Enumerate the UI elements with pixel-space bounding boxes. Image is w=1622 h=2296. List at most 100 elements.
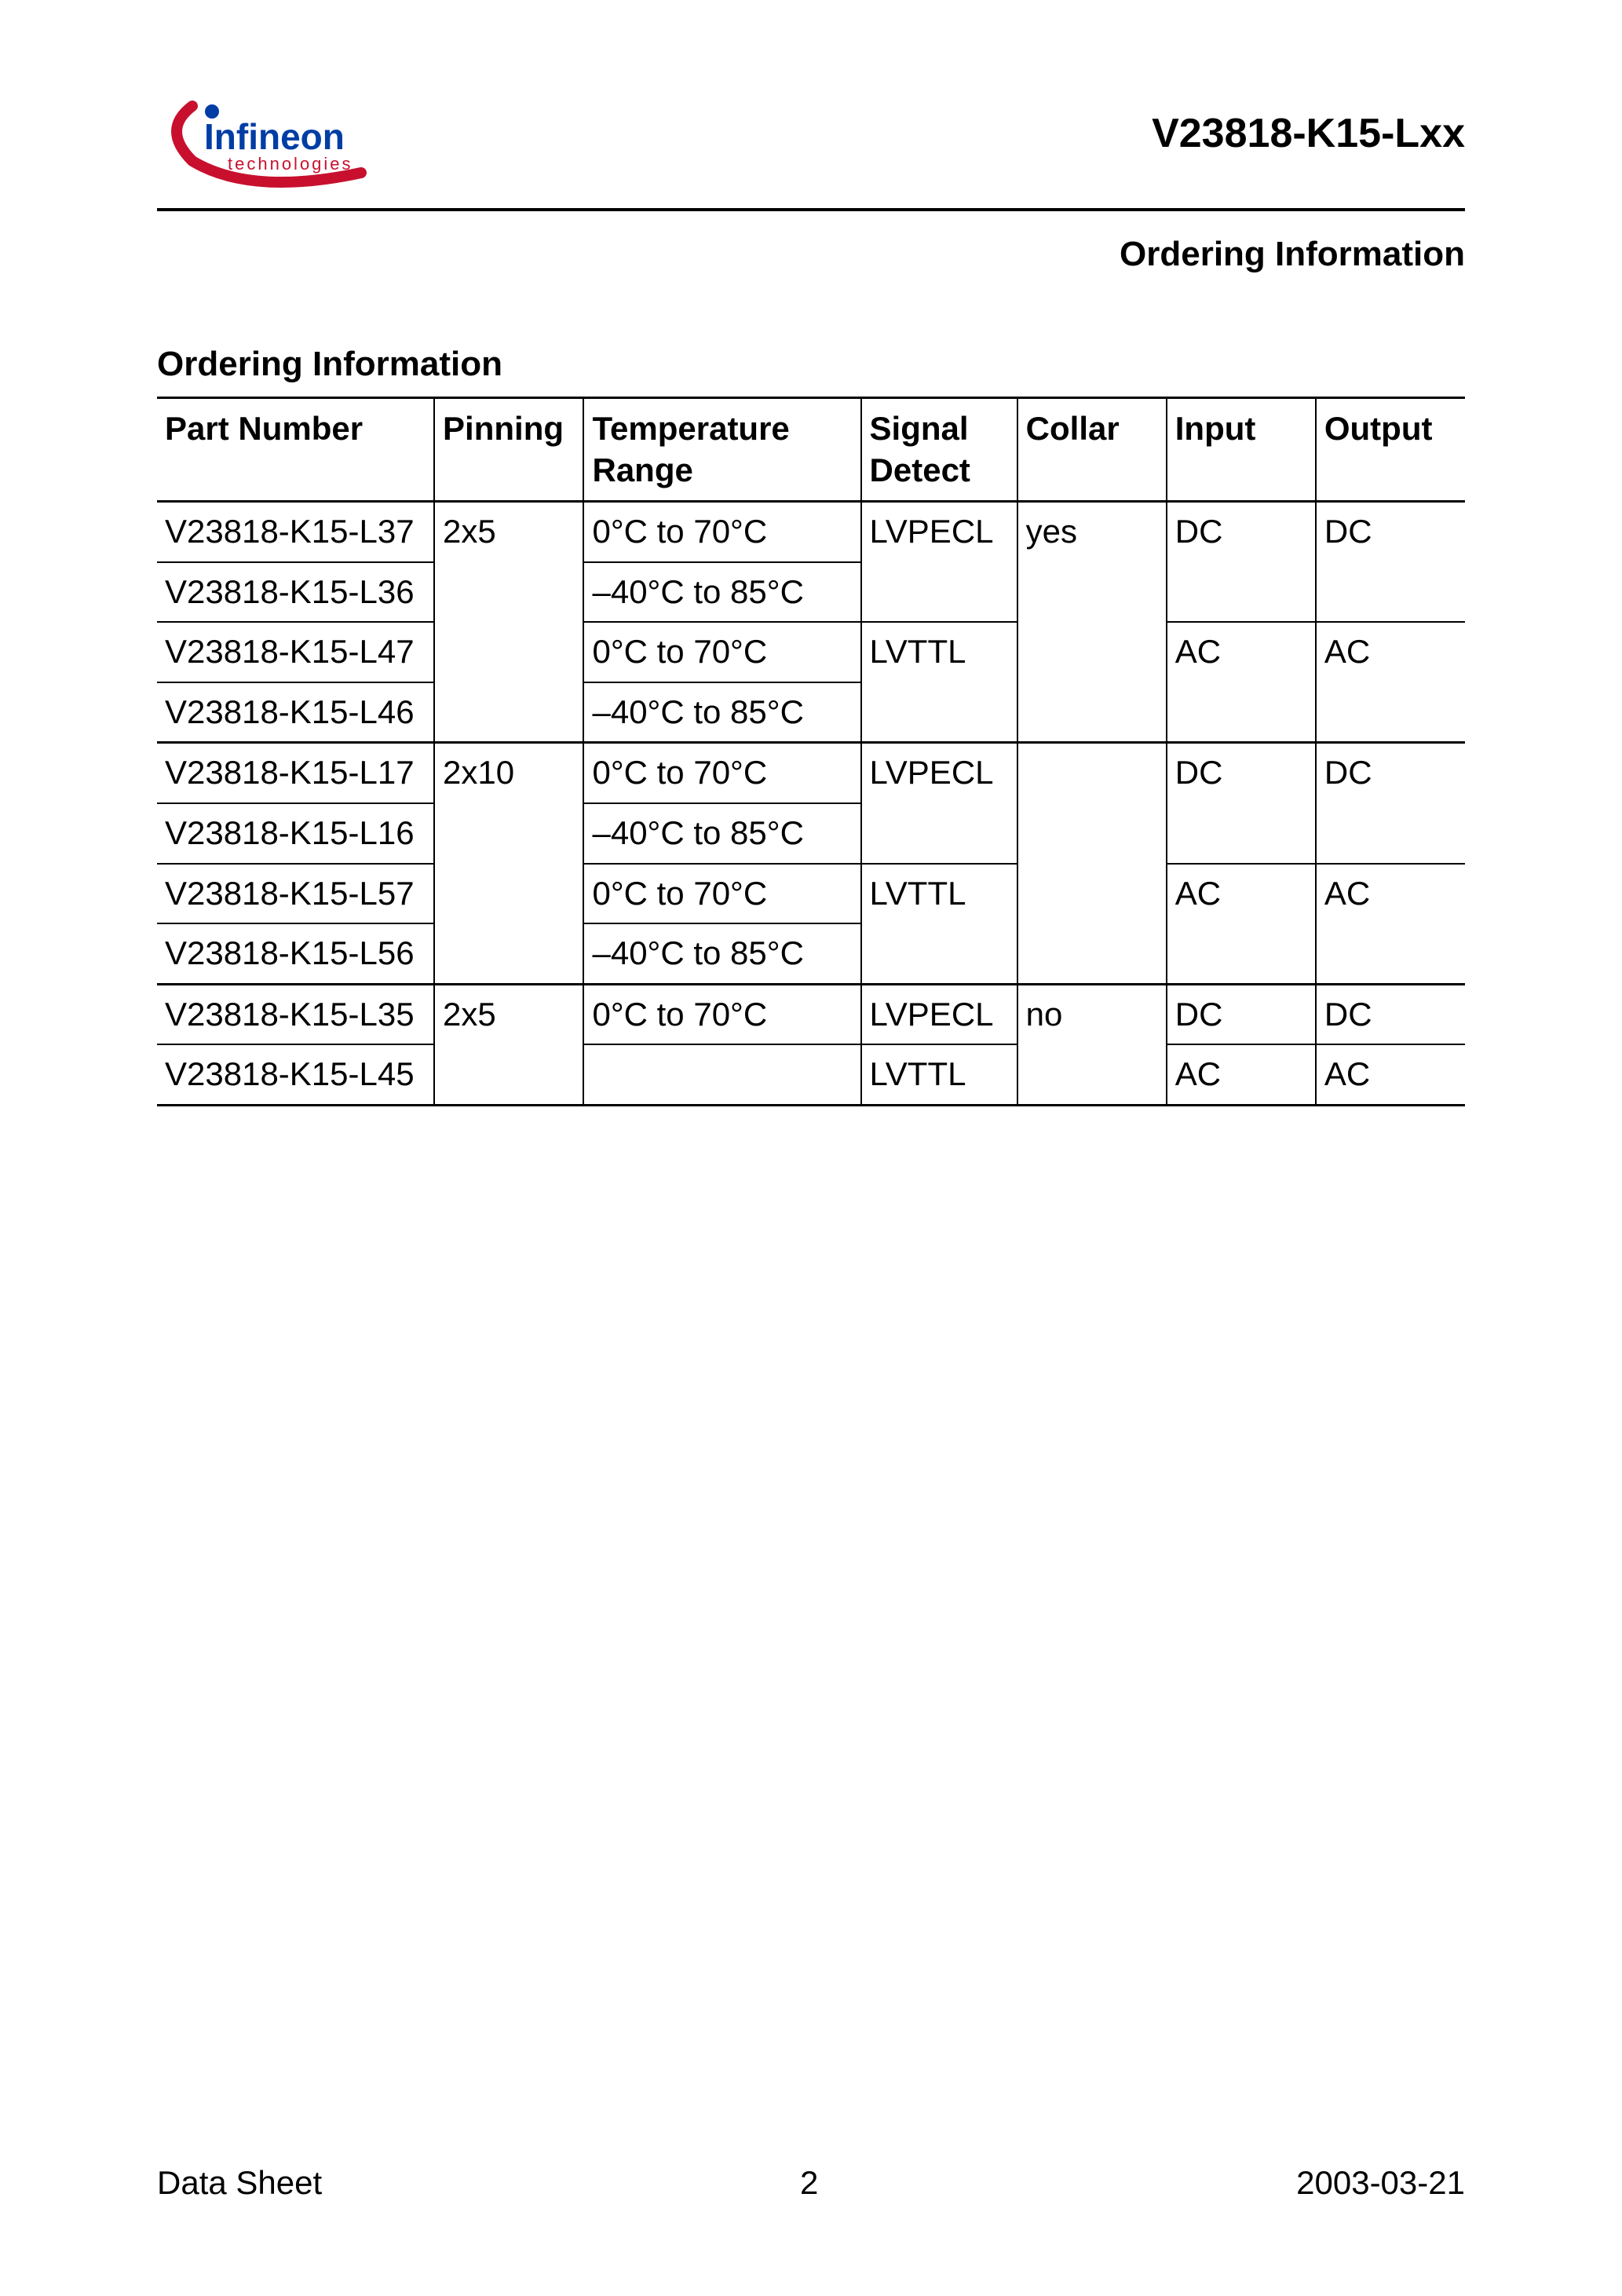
cell-out	[1316, 682, 1465, 743]
cell-out: AC	[1316, 622, 1465, 682]
cell-part: V23818-K15-L47	[157, 622, 434, 682]
section-heading-right: Ordering Information	[157, 235, 1465, 274]
col-part-number: Part Number	[157, 398, 434, 502]
cell-col	[1017, 803, 1167, 864]
col-signal-detect-label: SignalDetect	[870, 410, 970, 488]
cell-col	[1017, 562, 1167, 623]
cell-temp: –40°C to 85°C	[583, 562, 860, 623]
cell-in: DC	[1167, 984, 1316, 1044]
cell-pin	[434, 803, 583, 864]
table-row: V23818-K15-L46 –40°C to 85°C	[157, 682, 1465, 743]
cell-in	[1167, 923, 1316, 984]
cell-out: DC	[1316, 984, 1465, 1044]
cell-part: V23818-K15-L35	[157, 984, 434, 1044]
table-row: V23818-K15-L17 2x10 0°C to 70°C LVPECL D…	[157, 743, 1465, 803]
cell-col: no	[1017, 984, 1167, 1044]
cell-part: V23818-K15-L37	[157, 502, 434, 562]
table-row: V23818-K15-L47 0°C to 70°C LVTTL AC AC	[157, 622, 1465, 682]
cell-temp: 0°C to 70°C	[583, 622, 860, 682]
col-signal-detect: SignalDetect	[861, 398, 1017, 502]
col-output: Output	[1316, 398, 1465, 502]
col-pinning: Pinning	[434, 398, 583, 502]
footer-left: Data Sheet	[157, 2164, 322, 2202]
table-row: V23818-K15-L57 0°C to 70°C LVTTL AC AC	[157, 864, 1465, 924]
cell-in	[1167, 562, 1316, 623]
cell-sig	[861, 562, 1017, 623]
document-title: V23818-K15-Lxx	[1152, 94, 1465, 157]
cell-out	[1316, 923, 1465, 984]
col-input: Input	[1167, 398, 1316, 502]
cell-pin: 2x5	[434, 502, 583, 562]
cell-in: AC	[1167, 1044, 1316, 1105]
cell-temp	[583, 1044, 860, 1105]
cell-sig: LVPECL	[861, 743, 1017, 803]
section-heading-left: Ordering Information	[157, 345, 1465, 384]
ordering-table: Part Number Pinning TemperatureRange Sig…	[157, 397, 1465, 1106]
cell-temp: 0°C to 70°C	[583, 984, 860, 1044]
cell-sig: LVTTL	[861, 1044, 1017, 1105]
cell-pin: 2x10	[434, 743, 583, 803]
cell-col	[1017, 743, 1167, 803]
cell-sig	[861, 923, 1017, 984]
cell-part: V23818-K15-L36	[157, 562, 434, 623]
cell-sig: LVPECL	[861, 502, 1017, 562]
logo: Infineon technologies	[157, 94, 408, 192]
cell-out	[1316, 562, 1465, 623]
footer-date: 2003-03-21	[1296, 2164, 1465, 2202]
cell-out: DC	[1316, 502, 1465, 562]
cell-col	[1017, 622, 1167, 682]
cell-temp: –40°C to 85°C	[583, 923, 860, 984]
cell-sig	[861, 803, 1017, 864]
cell-in	[1167, 803, 1316, 864]
cell-in: AC	[1167, 864, 1316, 924]
cell-pin	[434, 864, 583, 924]
cell-sig: LVPECL	[861, 984, 1017, 1044]
svg-text:technologies: technologies	[228, 154, 353, 174]
cell-col	[1017, 864, 1167, 924]
cell-pin	[434, 622, 583, 682]
cell-temp: 0°C to 70°C	[583, 502, 860, 562]
svg-text:Infineon: Infineon	[204, 116, 345, 157]
cell-in	[1167, 682, 1316, 743]
cell-col: yes	[1017, 502, 1167, 562]
cell-temp: –40°C to 85°C	[583, 682, 860, 743]
cell-part: V23818-K15-L16	[157, 803, 434, 864]
table-header-row: Part Number Pinning TemperatureRange Sig…	[157, 398, 1465, 502]
col-temperature-label: TemperatureRange	[592, 410, 789, 488]
cell-in: DC	[1167, 743, 1316, 803]
cell-temp: 0°C to 70°C	[583, 864, 860, 924]
cell-part: V23818-K15-L56	[157, 923, 434, 984]
page: Infineon technologies V23818-K15-Lxx Ord…	[0, 0, 1622, 2296]
page-footer: Data Sheet 2 2003-03-21	[157, 2164, 1465, 2202]
cell-pin	[434, 682, 583, 743]
cell-in: AC	[1167, 622, 1316, 682]
table-row: V23818-K15-L35 2x5 0°C to 70°C LVPECL no…	[157, 984, 1465, 1044]
cell-in: DC	[1167, 502, 1316, 562]
page-header: Infineon technologies V23818-K15-Lxx	[157, 94, 1465, 211]
table-row: V23818-K15-L36 –40°C to 85°C	[157, 562, 1465, 623]
cell-part: V23818-K15-L45	[157, 1044, 434, 1105]
cell-sig: LVTTL	[861, 864, 1017, 924]
table-row: V23818-K15-L56 –40°C to 85°C	[157, 923, 1465, 984]
footer-page-number: 2	[800, 2164, 818, 2202]
cell-out	[1316, 803, 1465, 864]
cell-temp: –40°C to 85°C	[583, 803, 860, 864]
cell-out: DC	[1316, 743, 1465, 803]
cell-part: V23818-K15-L46	[157, 682, 434, 743]
cell-pin	[434, 1044, 583, 1105]
cell-sig	[861, 682, 1017, 743]
infineon-logo-icon: Infineon technologies	[157, 94, 408, 188]
cell-col	[1017, 682, 1167, 743]
col-collar: Collar	[1017, 398, 1167, 502]
cell-out: AC	[1316, 864, 1465, 924]
cell-part: V23818-K15-L17	[157, 743, 434, 803]
cell-temp: 0°C to 70°C	[583, 743, 860, 803]
table-row: V23818-K15-L16 –40°C to 85°C	[157, 803, 1465, 864]
cell-col	[1017, 923, 1167, 984]
cell-out: AC	[1316, 1044, 1465, 1105]
cell-pin	[434, 562, 583, 623]
cell-part: V23818-K15-L57	[157, 864, 434, 924]
cell-sig: LVTTL	[861, 622, 1017, 682]
cell-pin: 2x5	[434, 984, 583, 1044]
cell-pin	[434, 923, 583, 984]
